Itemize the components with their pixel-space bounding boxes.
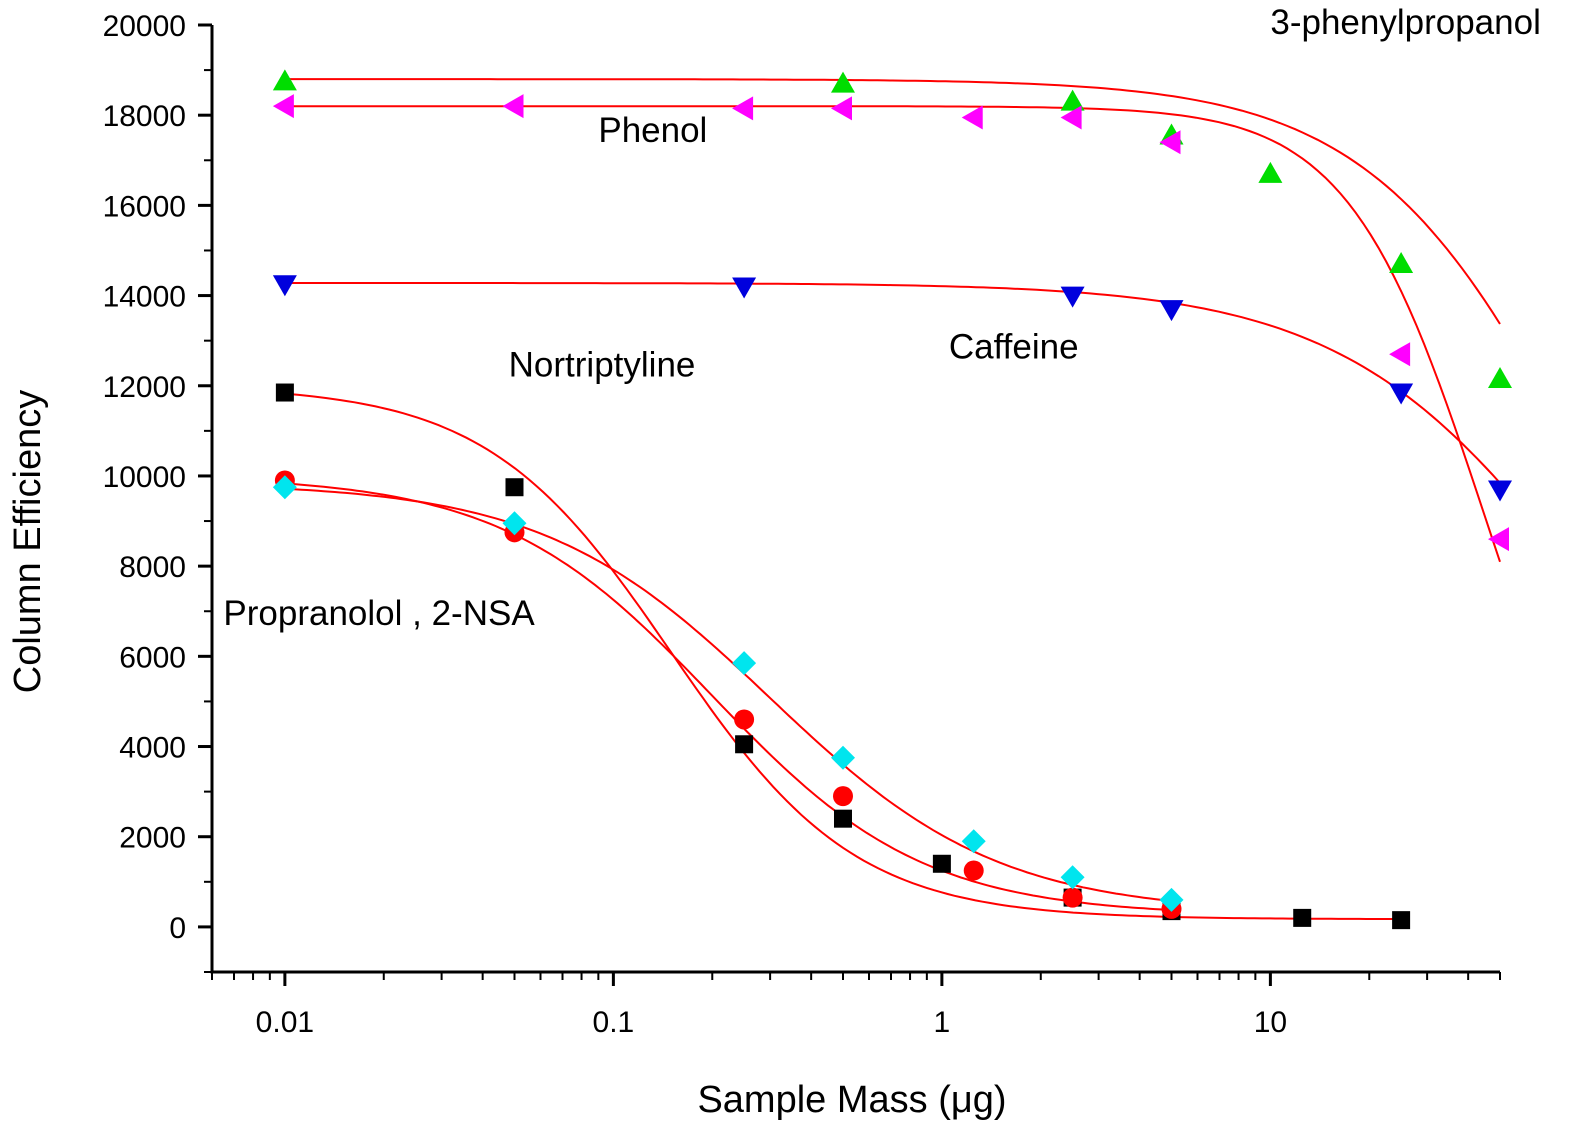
data-point: [1392, 911, 1411, 930]
data-point: [1060, 89, 1085, 111]
y-axis-title: Column Efficiency: [7, 390, 49, 693]
data-point: [961, 829, 986, 854]
data-point: [1488, 527, 1509, 552]
data-point: [963, 860, 984, 881]
data-point: [505, 478, 524, 497]
data-point: [830, 96, 852, 121]
data-point: [1159, 887, 1184, 912]
y-tick-label: 18000: [103, 100, 186, 133]
x-tick-label: 0.01: [256, 1006, 314, 1039]
data-point: [1060, 865, 1085, 890]
x-tick-label: 1: [934, 1006, 951, 1039]
data-point: [932, 854, 951, 873]
data-point: [1488, 366, 1512, 388]
fit-curve: [284, 282, 1501, 484]
data-point: [272, 475, 297, 500]
y-tick-label: 20000: [103, 10, 186, 43]
y-tick-label: 2000: [119, 822, 186, 855]
y-tick-label: 8000: [119, 551, 186, 584]
data-point: [1062, 887, 1083, 908]
data-point: [272, 69, 297, 91]
data-point: [502, 511, 527, 536]
data-point: [502, 94, 524, 119]
y-ticks: 0 2000 4000 6000 8000 10000 12000 14000 16000 180…: [103, 10, 212, 973]
series-annotation: Phenol: [598, 111, 707, 150]
y-tick-label: 6000: [119, 641, 186, 674]
fit-curve: [284, 482, 1172, 911]
data-point: [275, 383, 294, 402]
series-annotation: Caffeine: [949, 328, 1079, 367]
data-point: [1159, 300, 1184, 322]
data-point: [830, 745, 855, 770]
data-point: [1060, 105, 1082, 130]
data-markers: [272, 69, 1512, 930]
data-point: [272, 94, 294, 119]
fit-curve: [284, 105, 1501, 563]
data-point: [1389, 342, 1411, 367]
y-tick-label: 14000: [103, 281, 186, 314]
data-point: [1389, 252, 1414, 274]
y-tick-label: 10000: [103, 461, 186, 494]
data-point: [732, 277, 757, 299]
x-tick-label: 0.1: [593, 1006, 635, 1039]
y-tick-label: 12000: [103, 371, 186, 404]
axes: [210, 25, 1500, 974]
data-point: [830, 71, 855, 93]
annotations: 3-phenylpropanol Phenol Nortriptyline Caffe…: [223, 3, 1540, 633]
x-tick-label: 10: [1254, 1006, 1287, 1039]
data-point: [272, 275, 297, 297]
data-point: [1488, 480, 1512, 502]
x-ticks: 0.01 0.1 1 10: [211, 972, 1501, 1039]
data-point: [735, 735, 754, 754]
fit-curve: [284, 78, 1501, 325]
y-tick-label: 16000: [103, 190, 186, 223]
series-annotation: 3-phenylpropanol: [1270, 3, 1540, 42]
data-point: [1293, 908, 1312, 927]
series-annotation: Nortriptyline: [509, 346, 696, 385]
fit-curve: [284, 392, 1402, 920]
data-point: [1389, 383, 1414, 405]
data-point: [832, 786, 853, 807]
data-point: [961, 105, 983, 130]
data-point: [833, 809, 852, 828]
data-point: [1159, 130, 1181, 155]
data-point: [732, 651, 757, 676]
data-point: [1258, 161, 1283, 183]
fit-curves: [284, 78, 1501, 920]
series-annotation: Propranolol , 2-NSA: [223, 594, 535, 633]
data-point: [734, 709, 755, 730]
x-axis-title: Sample Mass (μg): [697, 1079, 1006, 1121]
fit-curve: [284, 487, 1172, 902]
data-point: [732, 96, 754, 121]
data-point: [1060, 286, 1085, 308]
y-tick-label: 4000: [119, 732, 186, 765]
y-tick-label: 0: [169, 912, 186, 945]
